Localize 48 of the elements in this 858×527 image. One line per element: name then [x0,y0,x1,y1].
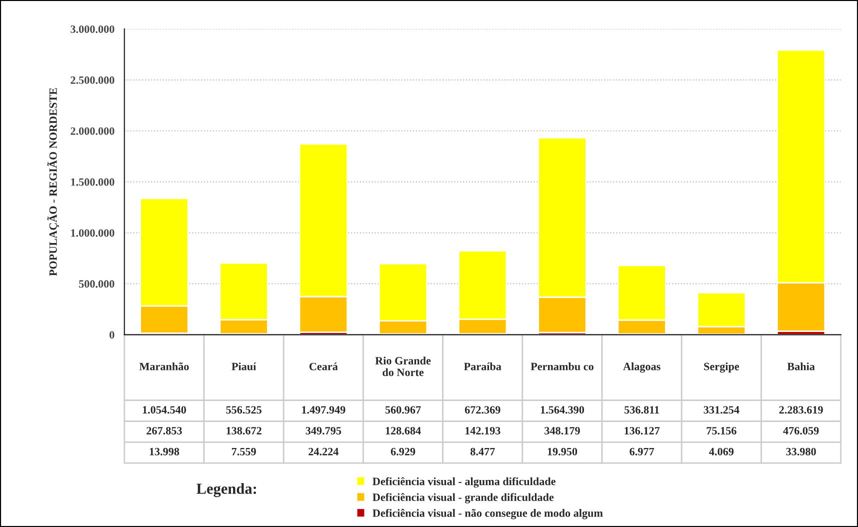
data-label: 138.672 [226,426,262,435]
legend-label: Deficiência visual - alguma dificuldade [372,477,556,488]
y-tick-label: 2.000.000 [70,127,114,135]
y-tick-label: 500.000 [79,280,114,288]
data-label: 75.156 [706,427,736,435]
data-label: 4.069 [709,448,734,456]
x-tick-label: Bahia [787,362,815,370]
x-tick-label: Alagoas [623,362,660,373]
data-label: 267.853 [146,426,182,435]
legend-label: Deficiência visual - não consegue de modo algum [372,508,603,520]
data-label: 1.497.949 [302,406,346,414]
data-label: 536.811 [624,406,660,414]
data-label: 348.179 [544,426,580,435]
x-tick-label: Pernambu co [530,362,594,370]
data-label: 19.950 [548,448,578,456]
data-label: 7.559 [232,448,256,456]
data-label: 672.369 [464,406,500,414]
data-label: 24.224 [308,448,338,456]
data-label: 1.054.540 [142,406,186,414]
x-tick-label: Maranhão [139,362,189,370]
data-label: 2.283.619 [779,406,823,414]
data-label: 1.564.390 [540,406,584,414]
data-label: 331.254 [704,406,740,414]
x-tick-label: Sergipe [704,362,740,373]
y-tick-label: 2.500.000 [70,76,114,84]
y-tick-label: 1.500.000 [71,178,114,186]
y-tick-label: 3.000.000 [70,25,114,33]
data-label: 6.977 [630,448,654,456]
y-tick-label: 1.000.000 [71,229,114,237]
x-tick-label: Ceará [309,362,338,370]
data-label: 142.193 [465,427,500,435]
legend-label: Deficiência visual - grande dificuldade [372,493,554,504]
y-tick-label: 0 [110,331,114,339]
data-label: 33.980 [786,448,816,456]
data-label: 349.795 [306,427,342,435]
data-label: 8.477 [470,448,495,456]
data-label: 136.127 [624,427,660,435]
data-label: 476.059 [783,426,819,435]
y-axis-title: POPULAÇÃO - REGIÃO NORDESTE [47,88,60,276]
x-tick-label: Paraíba [464,362,502,370]
data-label: 560.967 [385,406,421,414]
data-label: 13.998 [150,448,180,456]
data-label: 128.684 [386,426,421,435]
data-label: 556.525 [226,406,262,414]
x-tick-label: Piauí [232,362,256,370]
data-label: 6.929 [390,448,416,456]
legend-title: Legenda: [196,483,256,498]
x-tick-label: Rio Grande do Norte [375,356,431,376]
